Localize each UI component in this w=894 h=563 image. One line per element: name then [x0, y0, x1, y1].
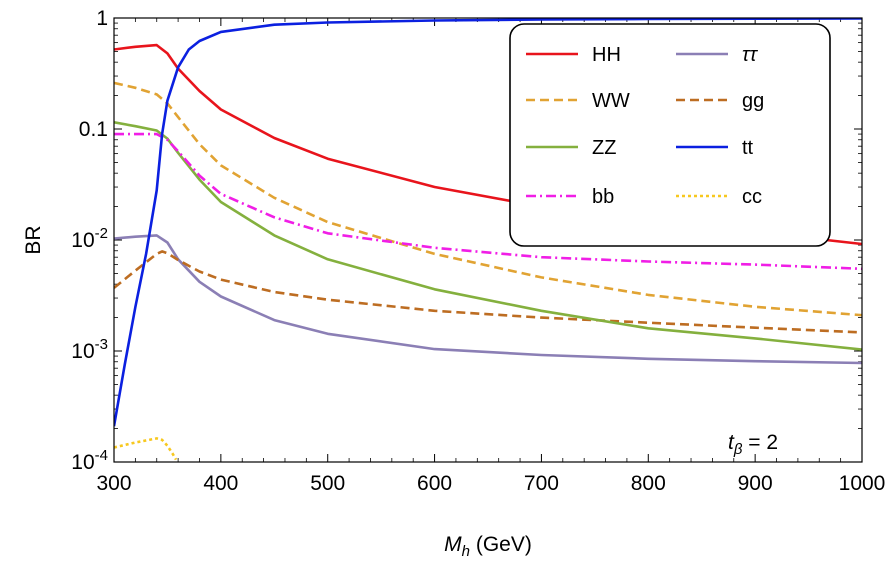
x-tick-label: 500: [310, 472, 345, 495]
legend-label: ττ: [742, 44, 758, 66]
series-line-cc: [114, 437, 178, 461]
x-tick-label: 600: [417, 472, 452, 495]
y-tick-label: 1: [96, 7, 108, 30]
x-axis-title: Mh (GeV): [444, 533, 532, 560]
legend-items: HH WW ZZ bb ττ gg tt cc: [526, 44, 764, 208]
legend-label: HH: [592, 44, 621, 66]
legend: HH WW ZZ bb ττ gg tt cc: [509, 23, 831, 247]
tan-beta-annotation: tβ = 2: [728, 431, 778, 458]
x-tick-label: 400: [203, 472, 238, 495]
series-line-ττ: [114, 234, 862, 365]
legend-label: gg: [742, 90, 764, 112]
legend-label: cc: [742, 186, 762, 208]
series-line-WW: [114, 81, 862, 317]
y-tick-label: 10-4: [71, 447, 108, 474]
y-tick-label: 0.1: [79, 118, 108, 141]
y-axis-title: BR: [22, 225, 45, 254]
legend-box: [509, 23, 831, 247]
y-tick-label: 10-3: [71, 336, 108, 363]
series-layer: [114, 18, 862, 461]
y-tick-label: 10-2: [71, 225, 108, 252]
legend-label: tt: [742, 137, 754, 159]
series-line-ZZ: [114, 121, 862, 351]
x-tick-label: 300: [96, 472, 131, 495]
series-line-tt: [114, 18, 862, 427]
plot-frame: [113, 17, 863, 463]
ticks-layer: 300 400 500 600 700 800 900 1000 10-4 10-3 10-2 0.1…: [71, 7, 885, 495]
series-line-gg: [114, 250, 862, 334]
legend-label: WW: [592, 90, 630, 112]
legend-label: bb: [592, 186, 614, 208]
series-line-bb: [114, 132, 862, 271]
x-tick-label: 900: [738, 472, 773, 495]
x-tick-label: 1000: [839, 472, 886, 495]
x-tick-label: 700: [524, 472, 559, 495]
legend-label: ZZ: [592, 137, 616, 159]
x-tick-label: 800: [631, 472, 666, 495]
